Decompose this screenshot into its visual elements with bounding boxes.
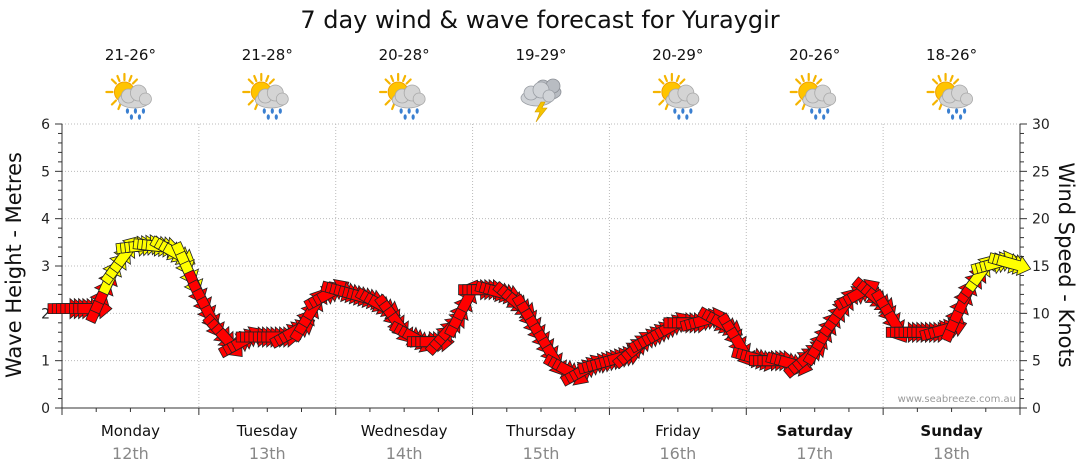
temperature-range: 18-26°	[926, 46, 977, 64]
right-tick-label: 25	[1032, 164, 1050, 180]
temperature-range: 21-26°	[105, 46, 156, 64]
left-tick-label: 4	[41, 212, 50, 228]
sun-cloud-rain-icon	[926, 72, 974, 121]
temperature-range: 20-26°	[789, 46, 840, 64]
temperature-range: 20-28°	[379, 46, 430, 64]
day-date: 15th	[523, 444, 560, 463]
left-tick-label: 5	[41, 164, 50, 180]
day-name: Monday	[101, 422, 160, 440]
right-tick-label: 10	[1032, 306, 1050, 322]
day-name: Thursday	[505, 422, 576, 440]
day-column: 20-26°	[789, 46, 840, 121]
day-column: 21-28°	[242, 46, 293, 121]
wave-height-axis: 0 1 2 3 4 5 6	[41, 117, 62, 417]
sun-cloud-rain-icon	[652, 72, 700, 121]
wind-arrows	[47, 233, 1032, 387]
wind-speed-axis-title: Wind Speed - Knots	[1054, 162, 1078, 367]
chart-title: 7 day wind & wave forecast for Yuraygir	[300, 6, 779, 34]
day-date: 13th	[249, 444, 286, 463]
day-name: Wednesday	[361, 422, 448, 440]
day-date: 12th	[112, 444, 149, 463]
left-tick-label: 6	[41, 117, 50, 133]
sun-cloud-rain-icon	[242, 72, 290, 121]
left-tick-label: 1	[41, 354, 50, 370]
right-tick-label: 15	[1032, 259, 1050, 275]
temperature-range: 21-28°	[242, 46, 293, 64]
day-name: Friday	[655, 422, 701, 440]
storm-cloud-lightning-icon	[520, 78, 562, 123]
watermark: www.seabreeze.com.au	[898, 394, 1016, 405]
day-column: 21-26°	[105, 46, 156, 121]
day-column: 20-29°	[652, 46, 703, 121]
day-date: 17th	[796, 444, 833, 463]
sun-cloud-rain-icon	[105, 72, 153, 121]
day-date: 14th	[386, 444, 423, 463]
right-tick-label: 30	[1032, 117, 1050, 133]
right-tick-label: 5	[1032, 354, 1041, 370]
day-column: 18-26°	[926, 46, 977, 121]
right-tick-label: 20	[1032, 212, 1050, 228]
temperature-range: 19-29°	[515, 46, 566, 64]
day-date: 16th	[659, 444, 696, 463]
left-tick-label: 0	[41, 401, 50, 417]
daily-forecast: 21-26° 21-28° 20-28° 19-29° 20-29° 20-26° 18-2…	[105, 46, 977, 123]
wind-arrow	[996, 254, 1032, 277]
chart-grid	[62, 123, 1020, 408]
wave-height-axis-title: Wave Height - Metres	[2, 152, 26, 378]
day-name: Saturday	[777, 422, 854, 440]
wind-speed-axis: 0 5 10 15 20 25 30	[1020, 117, 1050, 417]
temperature-range: 20-29°	[652, 46, 703, 64]
day-date: 18th	[933, 444, 970, 463]
sun-cloud-rain-icon	[379, 72, 427, 121]
day-name: Sunday	[920, 422, 983, 440]
day-column: 19-29°	[515, 46, 567, 123]
left-tick-label: 2	[41, 306, 50, 322]
day-axis: Monday 12th Tuesday 13th Wednesday 14th Thursd…	[61, 408, 1021, 463]
day-column: 20-28°	[379, 46, 430, 121]
day-name: Tuesday	[236, 422, 298, 440]
chart-frame	[61, 124, 1021, 409]
sun-cloud-rain-icon	[789, 72, 837, 121]
left-tick-label: 3	[41, 259, 50, 275]
right-tick-label: 0	[1032, 401, 1041, 417]
